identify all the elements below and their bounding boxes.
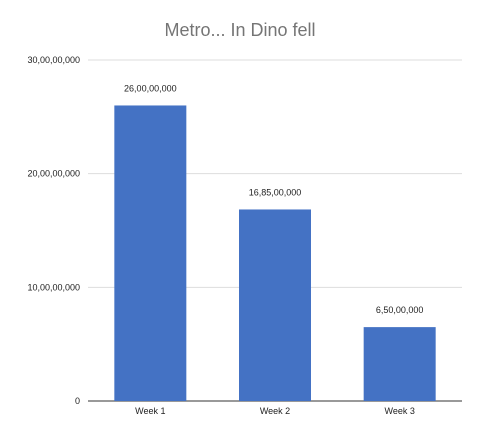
x-tick-label: Week 2	[260, 406, 290, 416]
bar[interactable]	[363, 327, 436, 401]
bar[interactable]	[114, 105, 187, 401]
data-label: 16,85,00,000	[249, 187, 302, 197]
label-layer: 0 10,00,00,000 20,00,00,000 30,00,00,000 26,…	[27, 55, 423, 416]
y-tick-label: 0	[75, 396, 80, 406]
bar[interactable]	[239, 209, 311, 401]
y-tick-label: 20,00,00,000	[27, 169, 80, 179]
x-tick-label: Week 1	[135, 406, 165, 416]
y-tick-label: 10,00,00,000	[27, 282, 80, 292]
data-label: 26,00,00,000	[124, 83, 177, 93]
chart-title: Metro... In Dino fell	[164, 20, 316, 40]
bar-layer	[114, 105, 436, 401]
y-tick-label: 30,00,00,000	[27, 55, 80, 65]
x-tick-label: Week 3	[384, 406, 414, 416]
data-label: 6,50,00,000	[376, 305, 424, 315]
